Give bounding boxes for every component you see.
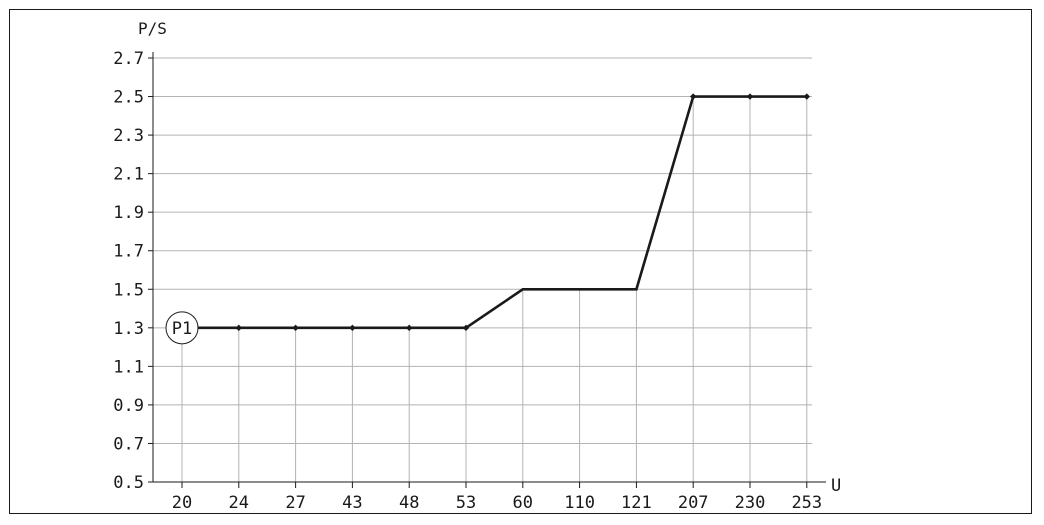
data-point-marker	[349, 324, 356, 332]
x-tick-label: 53	[456, 493, 476, 513]
series-line	[182, 95, 807, 330]
x-tick-label: 20	[172, 493, 192, 513]
x-tick-label: 207	[678, 493, 709, 513]
data-point-marker	[406, 324, 413, 332]
y-tick-label: 0.5	[113, 473, 144, 493]
x-tick-label: 230	[735, 493, 766, 513]
x-axis-label: U	[831, 476, 841, 496]
series	[178, 93, 810, 332]
annotations: P1	[165, 311, 199, 345]
y-tick-label: 2.7	[113, 49, 144, 69]
x-tick-label: 110	[564, 493, 595, 513]
y-tick-label: 2.3	[113, 126, 144, 146]
y-tick-label: 1.1	[113, 357, 144, 377]
y-tick-label: 1.7	[113, 242, 144, 262]
axes	[152, 52, 826, 483]
x-tick-label: 27	[285, 493, 305, 513]
x-tick-labels: 20 24 27 43 48 53 60 110 121 207 230 253	[172, 482, 822, 513]
annotation-circle	[165, 311, 199, 345]
x-tick-label: 24	[229, 493, 249, 513]
y-tick-label: 0.9	[113, 396, 144, 416]
y-tick-label: 2.1	[113, 165, 144, 185]
y-tick-label: 1.9	[113, 203, 144, 223]
data-point-marker	[462, 324, 470, 332]
y-tick-label: 0.7	[113, 434, 144, 454]
data-point-marker	[235, 324, 242, 332]
data-point-marker	[803, 93, 810, 100]
x-tick-label: 43	[342, 493, 362, 513]
y-tick-label: 1.5	[113, 280, 144, 300]
data-point-marker	[292, 324, 299, 332]
data-point-marker	[746, 93, 754, 100]
grid	[153, 57, 812, 482]
x-tick-label: 253	[791, 493, 822, 513]
x-tick-label: 121	[621, 493, 652, 513]
x-tick-label: 60	[513, 493, 533, 513]
annotation-label: P1	[172, 319, 192, 339]
chart-frame	[9, 9, 1032, 514]
y-axis-label: P/S	[138, 19, 167, 38]
x-tick-label: 48	[399, 493, 419, 513]
y-tick-labels: 0.5 0.7 0.9 1.1 1.3 1.5 1.7 1.9 2.1 2.3 2.5 2.7	[113, 49, 153, 493]
y-tick-label: 2.5	[113, 88, 144, 108]
y-tick-label: 1.3	[113, 319, 144, 339]
data-point-marker	[690, 93, 697, 100]
